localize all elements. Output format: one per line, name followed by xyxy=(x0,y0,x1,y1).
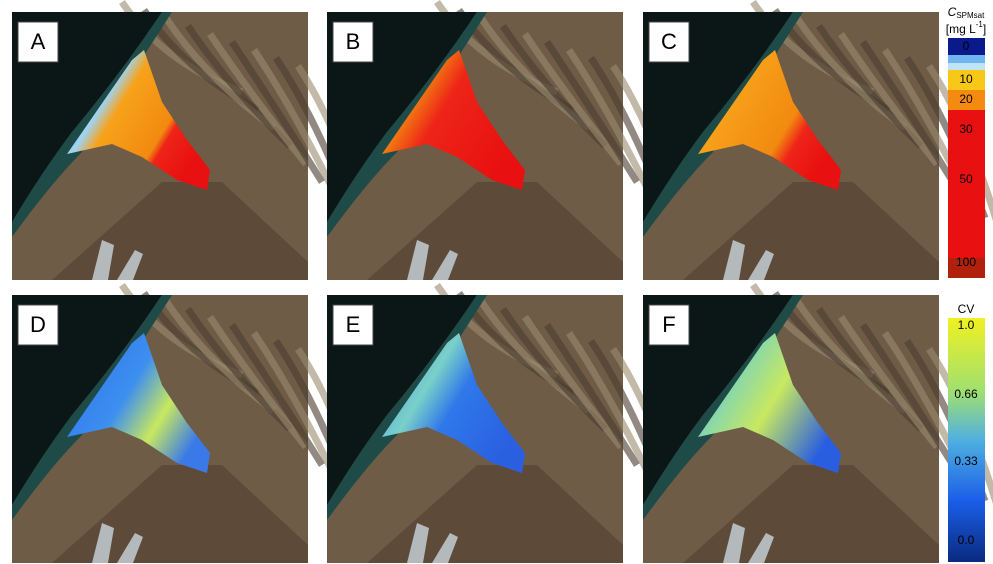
colorbar-tick-label: 1.0 xyxy=(958,318,975,332)
colorbar-tick-label: 0.0 xyxy=(958,533,975,547)
colorbar-tick-label: 50 xyxy=(959,172,973,186)
unit-close: ] xyxy=(983,22,986,36)
colorbar-tick-label: 10 xyxy=(959,72,973,86)
colorbar-segment xyxy=(948,63,985,70)
colorbar-segment xyxy=(948,55,985,63)
colorbar-tick-label: 20 xyxy=(959,92,973,106)
map-panel: B xyxy=(327,2,685,280)
panel-label: E xyxy=(346,312,361,337)
colorbar-tick-label: 0.33 xyxy=(954,454,978,468)
unit: [mg L xyxy=(946,22,976,36)
legend-title: CSPMsat xyxy=(948,5,985,20)
legend-title: CV xyxy=(958,302,975,316)
map-panel: D xyxy=(12,285,370,563)
map-panel: A xyxy=(12,2,370,280)
panel-label: B xyxy=(346,29,361,54)
colorbar-tick-label: 100 xyxy=(956,255,976,269)
panel-label: A xyxy=(31,29,46,54)
colorbar-tick-label: 0.66 xyxy=(954,387,978,401)
map-panel: E xyxy=(327,285,685,563)
map-panel: F xyxy=(643,285,993,563)
figure: ABCDEFCSPMsat[mg L-1]010203050100CV1.00.… xyxy=(0,0,993,564)
panel-label: F xyxy=(662,312,675,337)
colorbar xyxy=(948,318,985,562)
panel-label: D xyxy=(30,312,46,337)
legend-unit: [mg L-1] xyxy=(946,20,986,36)
map-panel: C xyxy=(643,2,993,280)
subscript: SPMsat xyxy=(956,11,985,20)
panel-label: C xyxy=(661,29,677,54)
colorbar-tick-label: 0 xyxy=(963,39,970,53)
colorbar-tick-label: 30 xyxy=(959,122,973,136)
symbol: C xyxy=(948,5,957,19)
